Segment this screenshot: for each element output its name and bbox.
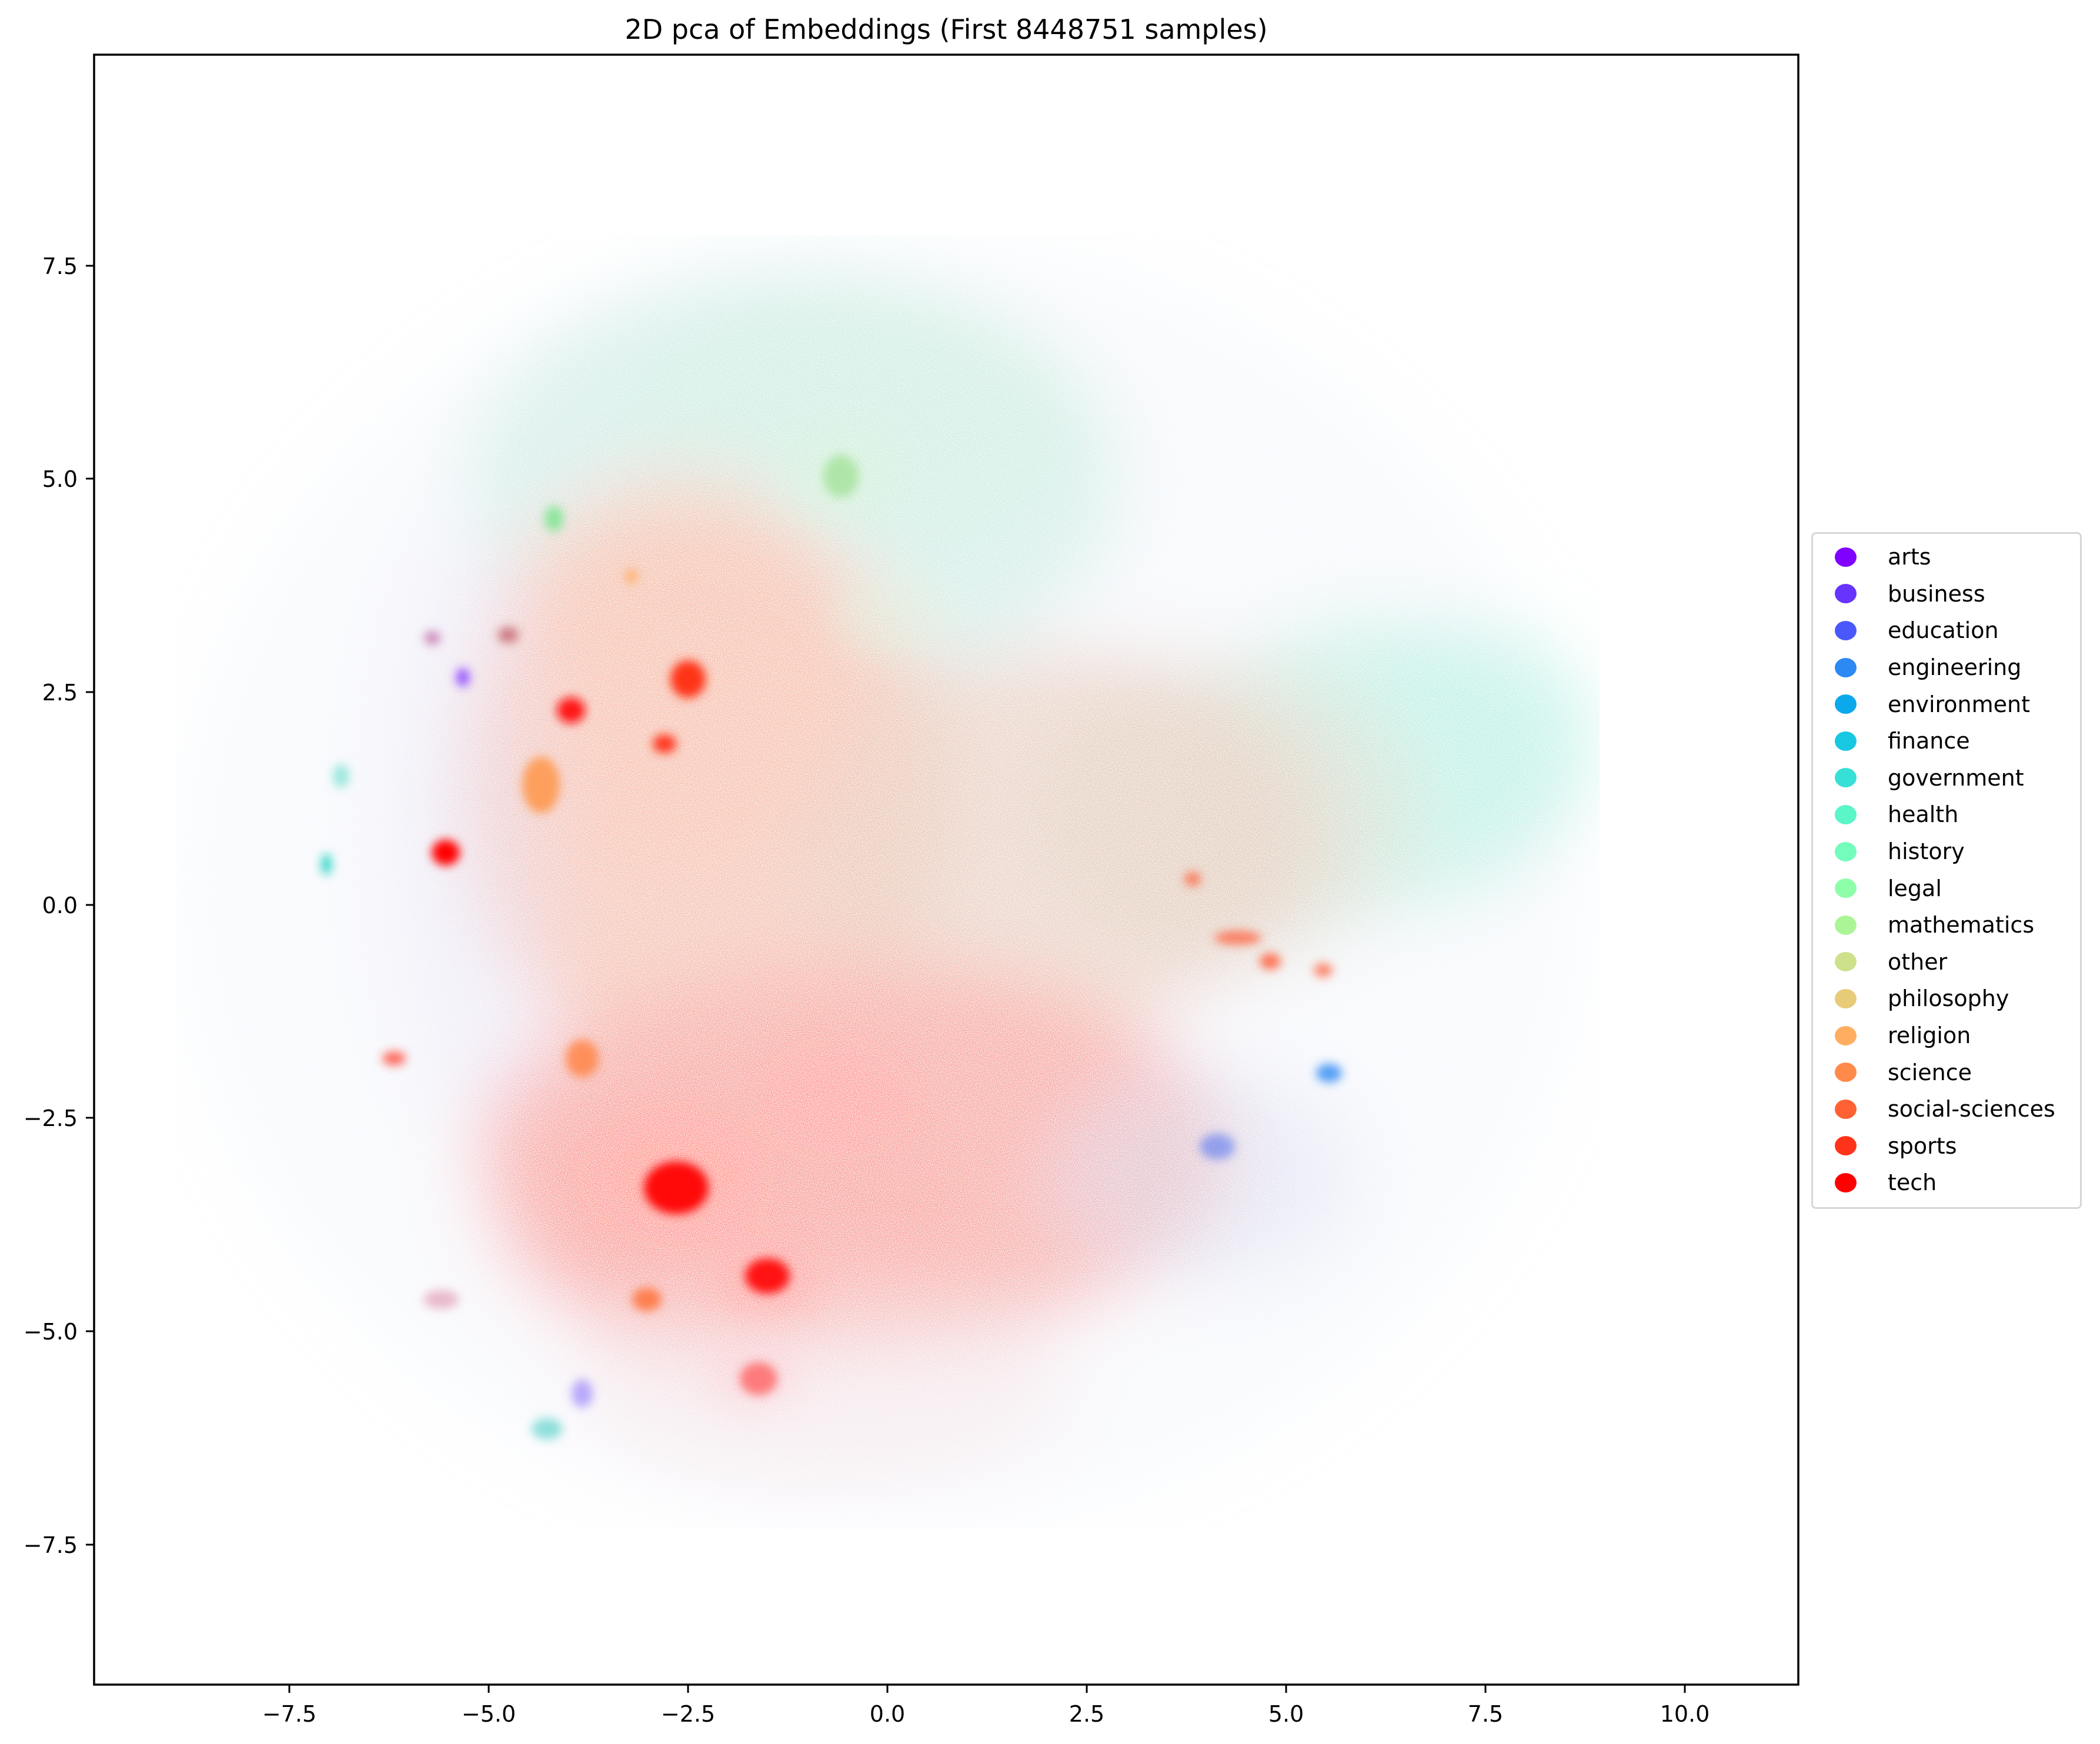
legend-label: social-sciences xyxy=(1888,1096,2055,1122)
legend-marker-icon xyxy=(1835,1063,1857,1083)
legend: arts business education engineering environm… xyxy=(1811,532,2082,1209)
legend-marker-icon xyxy=(1835,1136,1857,1156)
legend-marker-icon xyxy=(1835,768,1857,788)
legend-label: religion xyxy=(1888,1023,1971,1049)
legend-marker-icon xyxy=(1835,915,1857,935)
legend-item-education: education xyxy=(1813,612,2080,649)
legend-label: mathematics xyxy=(1888,912,2035,938)
y-tick-label: −7.5 xyxy=(24,1532,78,1558)
legend-label: tech xyxy=(1888,1170,1937,1196)
x-tick-label: −2.5 xyxy=(661,1701,715,1727)
legend-item-philosophy: philosophy xyxy=(1813,980,2080,1017)
legend-label: philosophy xyxy=(1888,985,2009,1012)
legend-label: environment xyxy=(1888,691,2031,717)
legend-marker-icon xyxy=(1835,547,1857,567)
y-tick-label: −2.5 xyxy=(24,1105,78,1131)
chart-title: 2D pca of Embeddings (First 8448751 samp… xyxy=(625,14,1268,45)
legend-label: finance xyxy=(1888,728,1970,754)
legend-label: education xyxy=(1888,617,1999,644)
legend-item-religion: religion xyxy=(1813,1017,2080,1054)
x-tick-label: 5.0 xyxy=(1268,1701,1304,1727)
legend-item-arts: arts xyxy=(1813,539,2080,576)
x-tick-label: 7.5 xyxy=(1468,1701,1503,1727)
legend-item-sports: sports xyxy=(1813,1128,2080,1165)
y-axis: 7.5 5.0 2.5 0.0 −2.5 −5.0 −7.5 xyxy=(24,253,94,1558)
x-tick-label: −5.0 xyxy=(462,1701,516,1727)
legend-item-science: science xyxy=(1813,1054,2080,1091)
legend-label: history xyxy=(1888,838,1965,865)
legend-label: sports xyxy=(1888,1132,1957,1159)
legend-marker-icon xyxy=(1835,657,1857,677)
legend-item-legal: legal xyxy=(1813,870,2080,907)
legend-label: science xyxy=(1888,1059,1972,1085)
legend-label: legal xyxy=(1888,875,1942,901)
legend-label: business xyxy=(1888,580,1985,607)
axes-frame xyxy=(93,54,1799,1686)
legend-marker-icon xyxy=(1835,1099,1857,1119)
y-tick-label: 0.0 xyxy=(42,893,78,918)
legend-item-engineering: engineering xyxy=(1813,649,2080,686)
legend-marker-icon xyxy=(1835,1025,1857,1045)
y-tick-label: 7.5 xyxy=(42,253,78,279)
y-tick-label: −5.0 xyxy=(24,1319,78,1345)
legend-item-government: government xyxy=(1813,760,2080,797)
x-tick-label: 0.0 xyxy=(870,1701,905,1727)
legend-marker-icon xyxy=(1835,878,1857,898)
legend-label: engineering xyxy=(1888,654,2022,681)
legend-item-health: health xyxy=(1813,796,2080,833)
legend-marker-icon xyxy=(1835,988,1857,1008)
legend-marker-icon xyxy=(1835,952,1857,972)
legend-marker-icon xyxy=(1835,620,1857,640)
x-tick-label: 10.0 xyxy=(1660,1701,1710,1727)
legend-item-other: other xyxy=(1813,944,2080,981)
legend-item-history: history xyxy=(1813,833,2080,870)
x-tick-label: 2.5 xyxy=(1069,1701,1104,1727)
x-tick-label: −7.5 xyxy=(262,1701,316,1727)
legend-label: arts xyxy=(1888,544,1931,570)
y-tick-label: 2.5 xyxy=(42,680,78,706)
legend-item-finance: finance xyxy=(1813,723,2080,760)
legend-item-social-sciences: social-sciences xyxy=(1813,1091,2080,1128)
y-tick-label: 5.0 xyxy=(42,466,78,492)
legend-marker-icon xyxy=(1835,804,1857,824)
legend-marker-icon xyxy=(1835,1172,1857,1192)
legend-label: other xyxy=(1888,948,1948,975)
legend-item-environment: environment xyxy=(1813,686,2080,723)
legend-item-mathematics: mathematics xyxy=(1813,907,2080,944)
legend-label: health xyxy=(1888,801,1959,828)
x-axis: −7.5 −5.0 −2.5 0.0 2.5 5.0 7.5 10.0 xyxy=(262,1685,1710,1727)
legend-label: government xyxy=(1888,764,2024,791)
legend-marker-icon xyxy=(1835,584,1857,604)
legend-marker-icon xyxy=(1835,731,1857,751)
legend-marker-icon xyxy=(1835,841,1857,861)
scatter-points xyxy=(176,235,1600,1529)
legend-item-business: business xyxy=(1813,576,2080,613)
legend-marker-icon xyxy=(1835,694,1857,714)
legend-item-tech: tech xyxy=(1813,1164,2080,1201)
